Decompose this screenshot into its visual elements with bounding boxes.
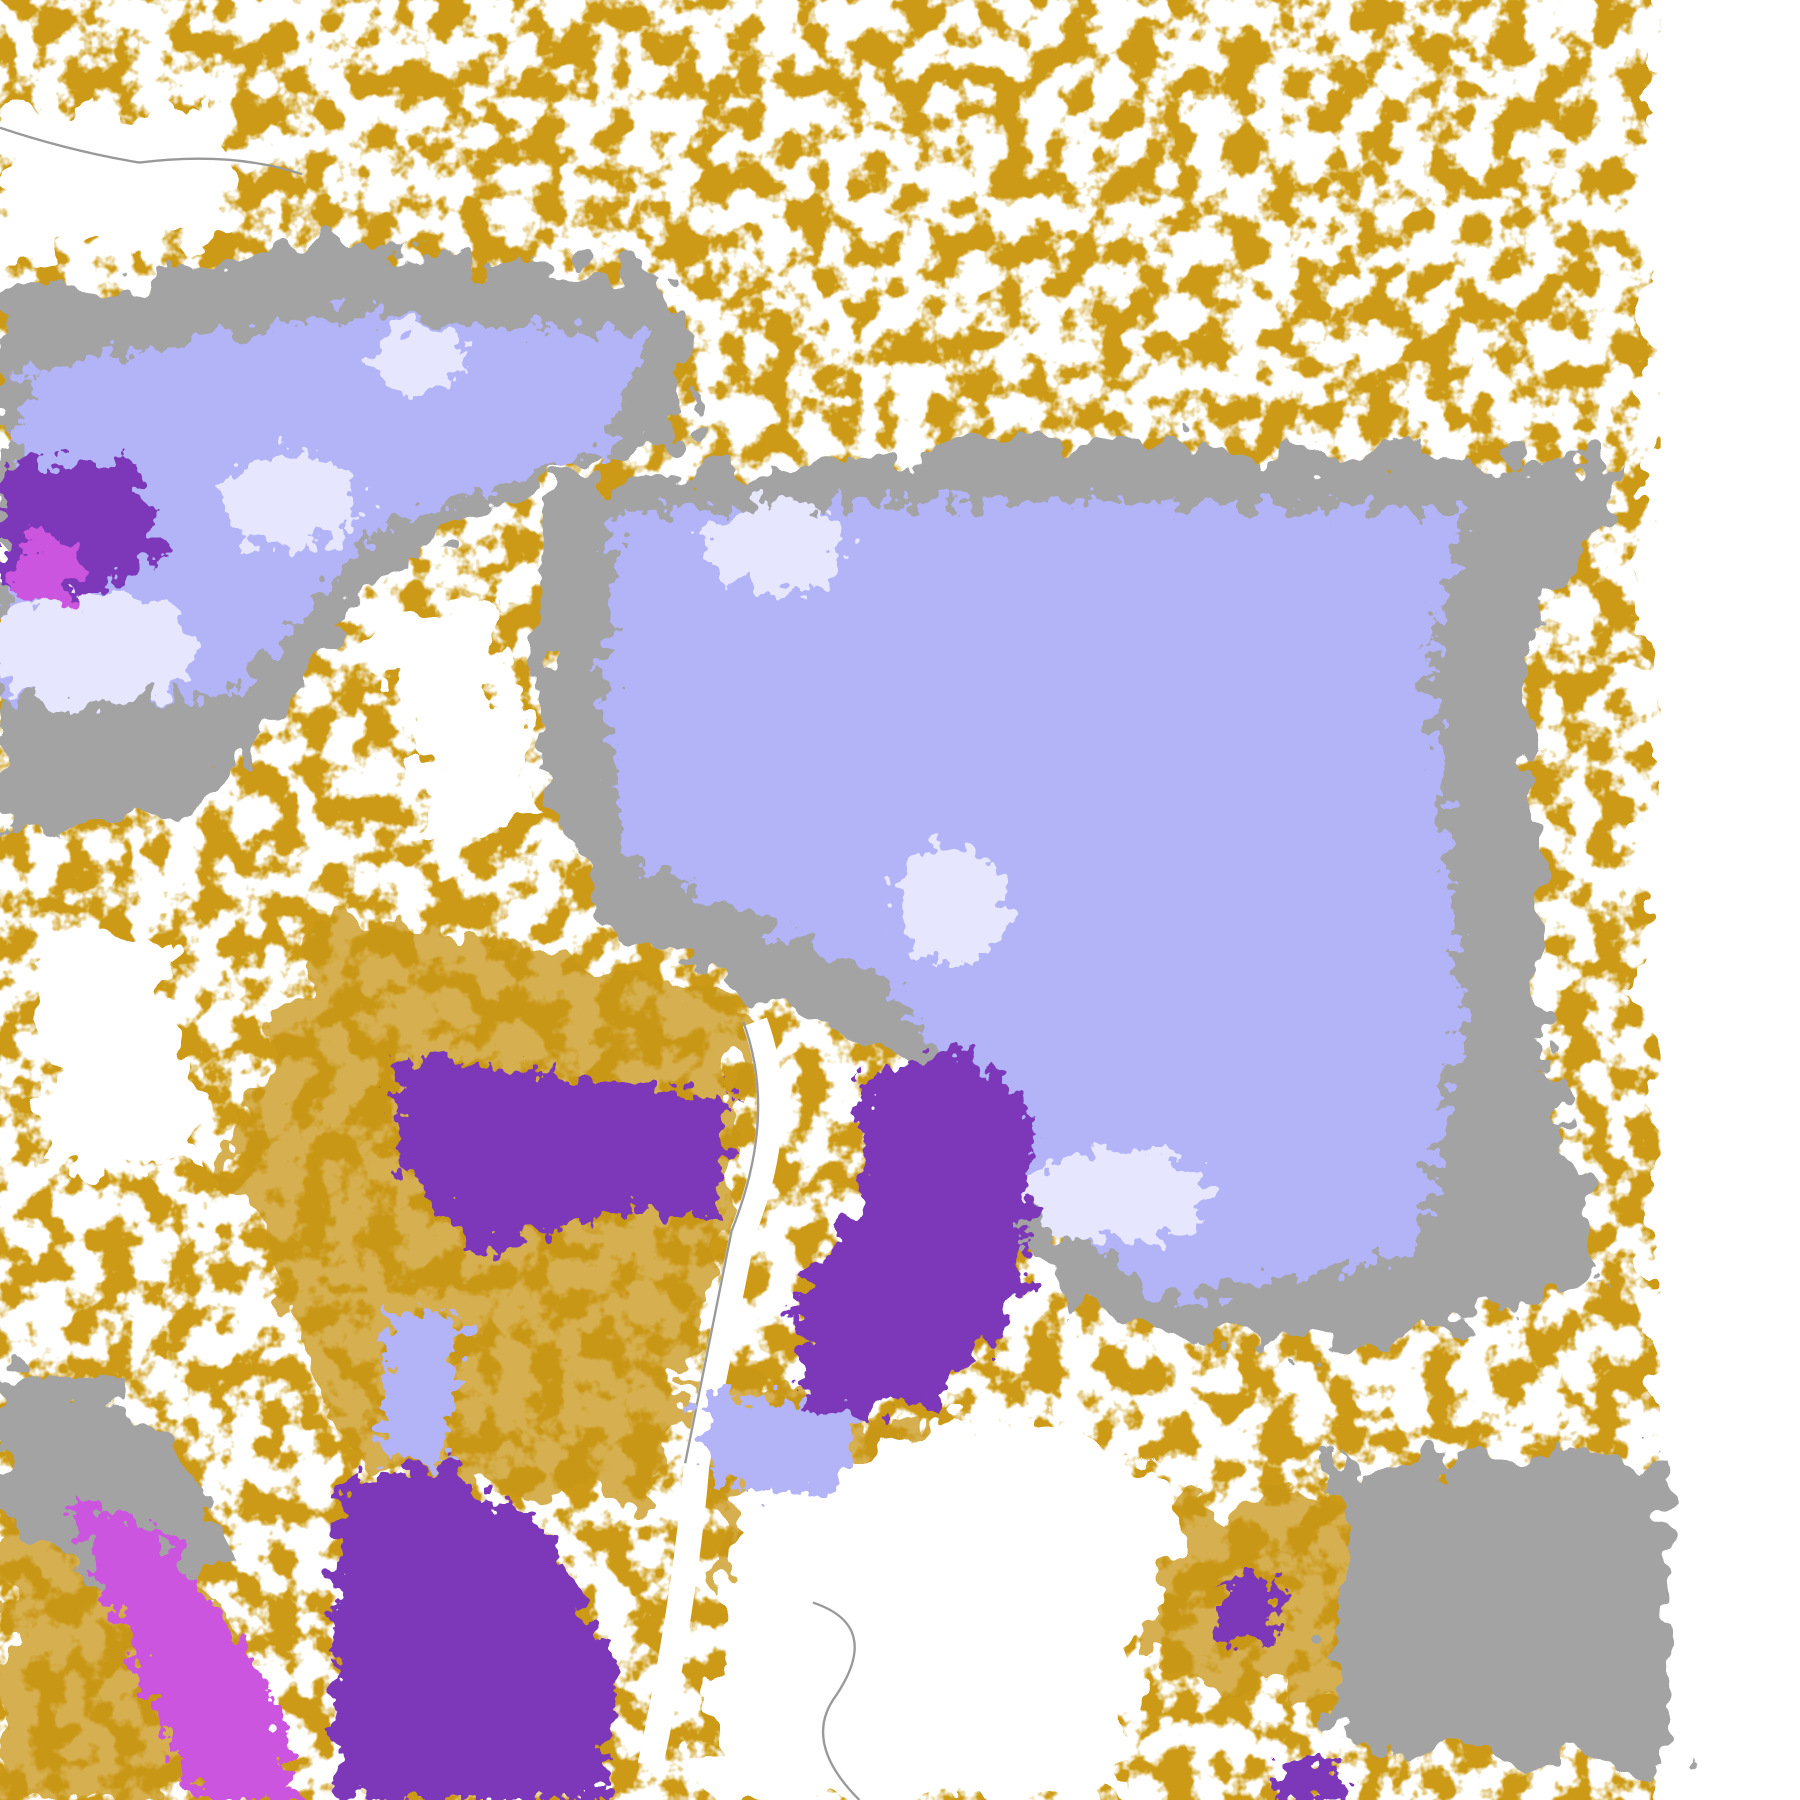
- deep-convection: [0, 464, 1348, 1800]
- river-line: [812, 1601, 861, 1800]
- magenta-band: [11, 534, 302, 1800]
- right-margin: [1672, 0, 1800, 1800]
- coastline: [0, 126, 303, 176]
- river-edge: [684, 1021, 760, 1464]
- river: [637, 1017, 783, 1768]
- cloud-tops: [0, 325, 1208, 1243]
